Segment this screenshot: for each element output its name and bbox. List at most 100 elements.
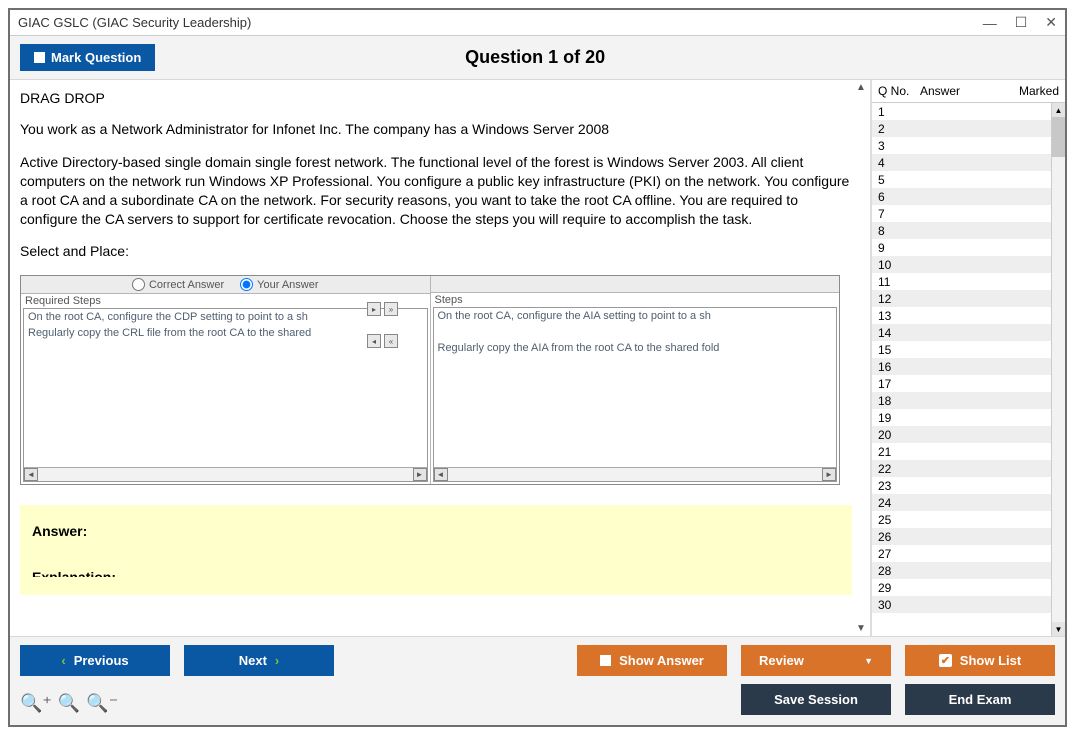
question-intro: You work as a Network Administrator for …: [20, 120, 852, 139]
question-number: 17: [878, 377, 908, 391]
question-number: 10: [878, 258, 908, 272]
mark-question-label: Mark Question: [51, 50, 141, 65]
footer: ‹Previous Next› Show Answer Review▼ ✔Sho…: [10, 636, 1065, 725]
hscroll-right[interactable]: ◄ ►: [434, 467, 837, 481]
close-icon[interactable]: ✕: [1045, 14, 1057, 31]
table-row[interactable]: 14: [872, 324, 1065, 341]
table-row[interactable]: 17: [872, 375, 1065, 392]
question-list[interactable]: 1234567891011121314151617181920212223242…: [872, 103, 1065, 636]
previous-button[interactable]: ‹Previous: [20, 645, 170, 676]
question-number: 1: [878, 105, 908, 119]
check-icon: ✔: [939, 654, 952, 667]
table-row[interactable]: 26: [872, 528, 1065, 545]
question-number: 7: [878, 207, 908, 221]
checkbox-icon: [600, 655, 611, 666]
save-session-button[interactable]: Save Session: [741, 684, 891, 715]
table-row[interactable]: 12: [872, 290, 1065, 307]
table-row[interactable]: 20: [872, 426, 1065, 443]
hscroll-track[interactable]: [448, 468, 823, 481]
question-scroll[interactable]: ▲ ▼ DRAG DROP You work as a Network Admi…: [10, 80, 870, 636]
hscroll-track[interactable]: [38, 468, 413, 481]
question-number: 6: [878, 190, 908, 204]
table-row[interactable]: 10: [872, 256, 1065, 273]
move-right-icon[interactable]: ▸: [367, 302, 381, 316]
scroll-right-icon[interactable]: ►: [413, 468, 427, 481]
vscroll-track[interactable]: [1052, 117, 1065, 622]
table-row[interactable]: 13: [872, 307, 1065, 324]
question-number: 30: [878, 598, 908, 612]
table-row[interactable]: 29: [872, 579, 1065, 596]
table-row[interactable]: 18: [872, 392, 1065, 409]
table-row[interactable]: 19: [872, 409, 1065, 426]
answer-panel: Answer: Explanation:: [20, 505, 852, 595]
zoom-in-icon[interactable]: 🔍⁺: [20, 693, 52, 714]
question-number: 20: [878, 428, 908, 442]
table-row[interactable]: 24: [872, 494, 1065, 511]
table-row[interactable]: 15: [872, 341, 1065, 358]
show-list-button[interactable]: ✔Show List: [905, 645, 1055, 676]
table-row[interactable]: 8: [872, 222, 1065, 239]
scroll-down-icon[interactable]: ▼: [1052, 622, 1065, 636]
question-number: 26: [878, 530, 908, 544]
next-button[interactable]: Next›: [184, 645, 334, 676]
scroll-down-icon[interactable]: ▼: [854, 623, 868, 634]
move-left-icon[interactable]: ◂: [367, 334, 381, 348]
scroll-right-icon[interactable]: ►: [822, 468, 836, 481]
table-row[interactable]: 25: [872, 511, 1065, 528]
scroll-left-icon[interactable]: ◄: [24, 468, 38, 481]
table-row[interactable]: 5: [872, 171, 1065, 188]
move-all-right-icon[interactable]: »: [384, 302, 398, 316]
zoom-out-icon[interactable]: 🔍⁻: [86, 693, 118, 714]
zoom-reset-icon[interactable]: 🔍: [58, 693, 80, 714]
move-all-left-icon[interactable]: «: [384, 334, 398, 348]
mark-question-button[interactable]: Mark Question: [20, 44, 155, 71]
scroll-left-icon[interactable]: ◄: [434, 468, 448, 481]
content-panel: ▲ ▼ DRAG DROP You work as a Network Admi…: [10, 80, 871, 636]
maximize-icon[interactable]: ☐: [1015, 14, 1028, 31]
vscroll-thumb[interactable]: [1052, 117, 1065, 157]
question-number: 21: [878, 445, 908, 459]
question-number: 25: [878, 513, 908, 527]
question-number: 16: [878, 360, 908, 374]
scroll-up-icon[interactable]: ▲: [854, 82, 868, 93]
table-row[interactable]: 22: [872, 460, 1065, 477]
vscroll[interactable]: ▲ ▼: [1051, 103, 1065, 636]
question-number: 2: [878, 122, 908, 136]
list-item[interactable]: On the root CA, configure the AIA settin…: [434, 308, 837, 324]
question-number: 29: [878, 581, 908, 595]
table-row[interactable]: 30: [872, 596, 1065, 613]
table-row[interactable]: 27: [872, 545, 1065, 562]
correct-answer-radio[interactable]: Correct Answer: [128, 276, 228, 293]
review-button[interactable]: Review▼: [741, 645, 891, 676]
steps-list[interactable]: On the root CA, configure the AIA settin…: [433, 307, 838, 482]
table-row[interactable]: 3: [872, 137, 1065, 154]
drag-drop-area[interactable]: Correct Answer Your Answer Required Step…: [20, 275, 840, 485]
end-exam-button[interactable]: End Exam: [905, 684, 1055, 715]
table-row[interactable]: 9: [872, 239, 1065, 256]
table-row[interactable]: 6: [872, 188, 1065, 205]
window-controls: — ☐ ✕: [983, 14, 1057, 31]
question-body: Active Directory-based single domain sin…: [20, 153, 852, 229]
table-row[interactable]: 21: [872, 443, 1065, 460]
table-row[interactable]: 23: [872, 477, 1065, 494]
scroll-up-icon[interactable]: ▲: [1052, 103, 1065, 117]
table-row[interactable]: 1: [872, 103, 1065, 120]
table-row[interactable]: 16: [872, 358, 1065, 375]
list-item[interactable]: Regularly copy the AIA from the root CA …: [434, 340, 837, 356]
question-number: 3: [878, 139, 908, 153]
col-qno: Q No.: [878, 84, 920, 98]
col-answer: Answer: [920, 84, 1009, 98]
show-answer-button[interactable]: Show Answer: [577, 645, 727, 676]
minimize-icon[interactable]: —: [983, 15, 997, 31]
hscroll-left[interactable]: ◄ ►: [24, 467, 427, 481]
table-row[interactable]: 28: [872, 562, 1065, 579]
question-number: 28: [878, 564, 908, 578]
table-row[interactable]: 4: [872, 154, 1065, 171]
drag-right-panel: Steps On the root CA, configure the AIA …: [431, 276, 840, 484]
primary-button-row: ‹Previous Next› Show Answer Review▼ ✔Sho…: [20, 645, 1055, 676]
drag-toggle-header: Correct Answer Your Answer: [21, 276, 430, 294]
your-answer-radio[interactable]: Your Answer: [236, 276, 322, 293]
table-row[interactable]: 7: [872, 205, 1065, 222]
table-row[interactable]: 2: [872, 120, 1065, 137]
table-row[interactable]: 11: [872, 273, 1065, 290]
